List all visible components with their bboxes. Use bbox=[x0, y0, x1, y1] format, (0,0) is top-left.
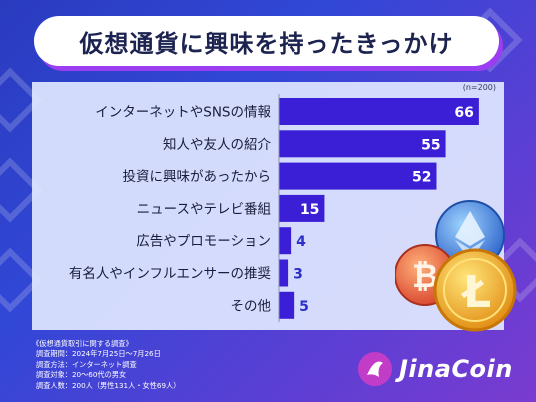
logo-text: JinaCoin bbox=[399, 355, 513, 383]
bar bbox=[279, 291, 295, 319]
survey-line: 調査対象：20〜60代の男女 bbox=[36, 370, 127, 380]
data-label: 55 bbox=[421, 137, 440, 153]
survey-footer: 《仮想通貨取引に関する調査》 調査期間：2024年7月25日〜7月26日 調査方… bbox=[32, 339, 180, 391]
category-label: 知人や友人の紹介 bbox=[163, 136, 271, 153]
category-label: その他 bbox=[231, 298, 272, 314]
jinacoin-logo-icon bbox=[358, 352, 392, 386]
data-label: 52 bbox=[412, 170, 431, 186]
chart-panel: (n=200) インターネットやSNSの情報 66 知人や友人の紹介 55 投資に興味が… bbox=[32, 82, 504, 330]
data-label: 15 bbox=[300, 202, 319, 218]
category-label: 投資に興味があったから bbox=[123, 169, 272, 185]
svg-text:Ł: Ł bbox=[461, 267, 491, 318]
survey-line: 調査期間：2024年7月25日〜7月26日 bbox=[36, 349, 161, 359]
sample-size-note: (n=200) bbox=[462, 83, 496, 92]
data-label: 4 bbox=[296, 234, 306, 250]
survey-line: 調査方法：インターネット調査 bbox=[36, 359, 137, 369]
data-label: 66 bbox=[454, 105, 473, 121]
crypto-coins-illustration: ₿ Ł bbox=[395, 200, 517, 332]
bar bbox=[279, 98, 479, 125]
data-label: 5 bbox=[299, 299, 309, 315]
bar bbox=[279, 194, 325, 222]
bar bbox=[279, 162, 437, 190]
page-title: 仮想通貨に興味を持ったきっかけ bbox=[79, 29, 454, 58]
category-label: 広告やプロモーション bbox=[136, 234, 271, 250]
survey-title: 《仮想通貨取引に関する調査》 bbox=[32, 339, 133, 348]
jinacoin-logo: JinaCoin bbox=[357, 347, 527, 391]
category-label: インターネットやSNSの情報 bbox=[95, 105, 271, 121]
title-banner: 仮想通貨に興味を持ったきっかけ bbox=[34, 16, 499, 66]
bar bbox=[279, 227, 292, 255]
category-label: ニュースやテレビ番組 bbox=[137, 201, 271, 217]
category-label: 有名人やインフルエンサーの推奨 bbox=[69, 266, 272, 282]
bar-chart: インターネットやSNSの情報 66 知人や友人の紹介 55 投資に興味があったから 52 ニ… bbox=[69, 94, 479, 323]
litecoin-coin-icon: Ł bbox=[433, 248, 517, 332]
survey-line: 調査人数：200人（男性131人・女性69人） bbox=[36, 380, 181, 390]
bar bbox=[279, 130, 446, 158]
data-label: 3 bbox=[293, 267, 303, 283]
bar bbox=[279, 259, 289, 287]
